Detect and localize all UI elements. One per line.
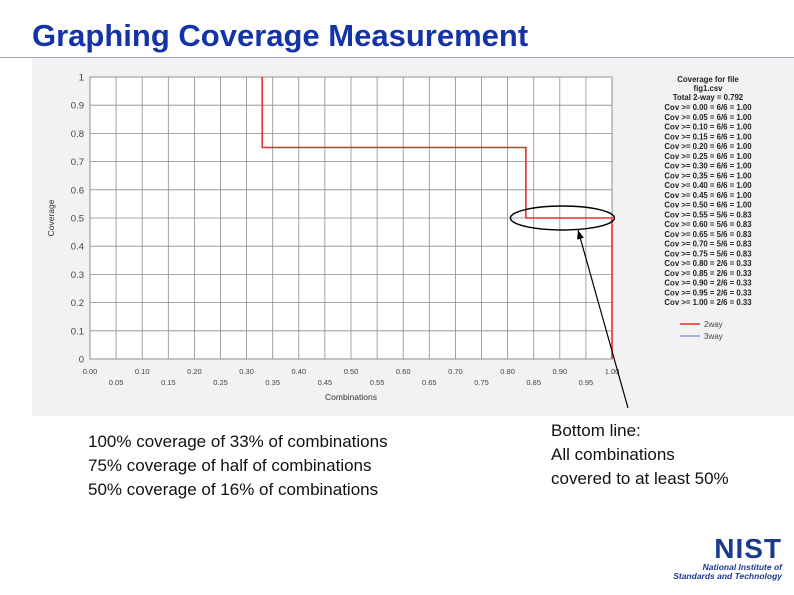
coverage-threshold-row: Cov >= 0.25 = 6/6 = 1.00 (664, 152, 752, 161)
nist-logo-line-1: National Institute of (702, 562, 782, 572)
x-tick-label: 0.45 (318, 378, 333, 387)
y-tick-label: 0.5 (71, 214, 84, 225)
coverage-panel-title: Coverage for file (677, 75, 739, 84)
y-tick-label: 0.4 (71, 242, 84, 253)
x-tick-label: 0.25 (213, 378, 228, 387)
y-tick-label: 0.6 (71, 185, 84, 196)
x-tick-label: 0.65 (422, 378, 437, 387)
coverage-threshold-row: Cov >= 0.45 = 6/6 = 1.00 (664, 191, 752, 200)
y-tick-label: 1 (79, 73, 84, 84)
nist-logo: NIST National Institute of Standards and… (664, 533, 782, 582)
coverage-threshold-row: Cov >= 0.20 = 6/6 = 1.00 (664, 142, 752, 151)
x-tick-label: 0.00 (83, 367, 98, 376)
coverage-threshold-row: Cov >= 0.10 = 6/6 = 1.00 (664, 123, 752, 132)
legend-label-2way: 2way (704, 320, 723, 329)
legend-label-3way: 3way (704, 332, 723, 341)
x-tick-label: 0.75 (474, 378, 489, 387)
x-tick-label: 0.15 (161, 378, 176, 387)
coverage-threshold-row: Cov >= 0.70 = 5/6 = 0.83 (664, 240, 752, 249)
coverage-threshold-row: Cov >= 0.50 = 6/6 = 1.00 (664, 201, 752, 210)
slide-title: Graphing Coverage Measurement (32, 18, 529, 53)
coverage-panel-file: fig1.csv (693, 84, 723, 93)
annotation-arrow (577, 229, 629, 409)
y-tick-label: 0.8 (71, 129, 84, 140)
x-tick-label: 0.20 (187, 367, 202, 376)
coverage-threshold-row: Cov >= 0.55 = 5/6 = 0.83 (664, 210, 752, 219)
x-tick-label: 1.00 (605, 367, 620, 376)
y-tick-label: 0.7 (71, 157, 84, 168)
coverage-summary: 100% coverage of 33% of combinations 75%… (88, 430, 388, 502)
coverage-threshold-row: Cov >= 0.90 = 2/6 = 0.33 (664, 279, 752, 288)
coverage-threshold-row: Cov >= 0.30 = 6/6 = 1.00 (664, 162, 752, 171)
coverage-threshold-row: Cov >= 0.60 = 5/6 = 0.83 (664, 220, 752, 229)
title-divider (0, 57, 794, 58)
y-tick-label: 0.1 (71, 326, 84, 337)
coverage-threshold-row: Cov >= 0.15 = 6/6 = 1.00 (664, 132, 752, 141)
nist-logo-line-2: Standards and Technology (673, 571, 782, 581)
coverage-panel-total: Total 2-way = 0.792 (673, 93, 744, 102)
x-tick-label: 0.90 (552, 367, 567, 376)
x-tick-label: 0.70 (448, 367, 463, 376)
coverage-threshold-row: Cov >= 0.35 = 6/6 = 1.00 (664, 171, 752, 180)
x-tick-label: 0.40 (291, 367, 306, 376)
x-tick-label: 0.85 (526, 378, 541, 387)
y-tick-label: 0.3 (71, 270, 84, 281)
x-axis-label: Combinations (325, 392, 377, 402)
x-tick-label: 0.10 (135, 367, 150, 376)
coverage-threshold-row: Cov >= 1.00 = 2/6 = 0.33 (664, 298, 752, 307)
annotation-ellipse (509, 205, 616, 231)
coverage-threshold-row: Cov >= 0.40 = 6/6 = 1.00 (664, 181, 752, 190)
coverage-threshold-row: Cov >= 0.80 = 2/6 = 0.33 (664, 259, 752, 268)
coverage-threshold-row: Cov >= 0.65 = 5/6 = 0.83 (664, 230, 752, 239)
bottom-line-text-2: covered to at least 50% (551, 469, 729, 488)
series-line-2way (261, 77, 613, 359)
x-tick-label: 0.35 (265, 378, 280, 387)
y-tick-label: 0 (79, 355, 84, 366)
bottom-line-heading: Bottom line: (551, 421, 641, 440)
summary-line-2: 75% coverage of half of combinations (88, 456, 372, 475)
x-tick-label: 0.05 (109, 378, 124, 387)
summary-line-3: 50% coverage of 16% of combinations (88, 480, 379, 499)
y-axis-label: Coverage (46, 199, 56, 236)
x-tick-label: 0.55 (370, 378, 385, 387)
y-tick-label: 0.2 (71, 298, 84, 309)
x-tick-label: 0.95 (579, 378, 594, 387)
x-tick-label: 0.50 (344, 367, 359, 376)
nist-logo-word: NIST (714, 533, 782, 564)
y-tick-label: 0.9 (71, 101, 84, 112)
x-tick-label: 0.60 (396, 367, 411, 376)
summary-line-1: 100% coverage of 33% of combinations (88, 432, 388, 451)
coverage-threshold-row: Cov >= 0.00 = 6/6 = 1.00 (664, 103, 752, 112)
bottom-line-note: Bottom line: All combinations covered to… (551, 419, 729, 491)
coverage-threshold-row: Cov >= 0.85 = 2/6 = 0.33 (664, 269, 752, 278)
x-tick-label: 0.80 (500, 367, 515, 376)
bottom-line-text-1: All combinations (551, 445, 675, 464)
annotation-arrowhead (577, 230, 584, 240)
coverage-threshold-row: Cov >= 0.95 = 2/6 = 0.33 (664, 288, 752, 297)
coverage-threshold-row: Cov >= 0.05 = 6/6 = 1.00 (664, 113, 752, 122)
x-tick-label: 0.30 (239, 367, 254, 376)
coverage-threshold-row: Cov >= 0.75 = 5/6 = 0.83 (664, 249, 752, 258)
